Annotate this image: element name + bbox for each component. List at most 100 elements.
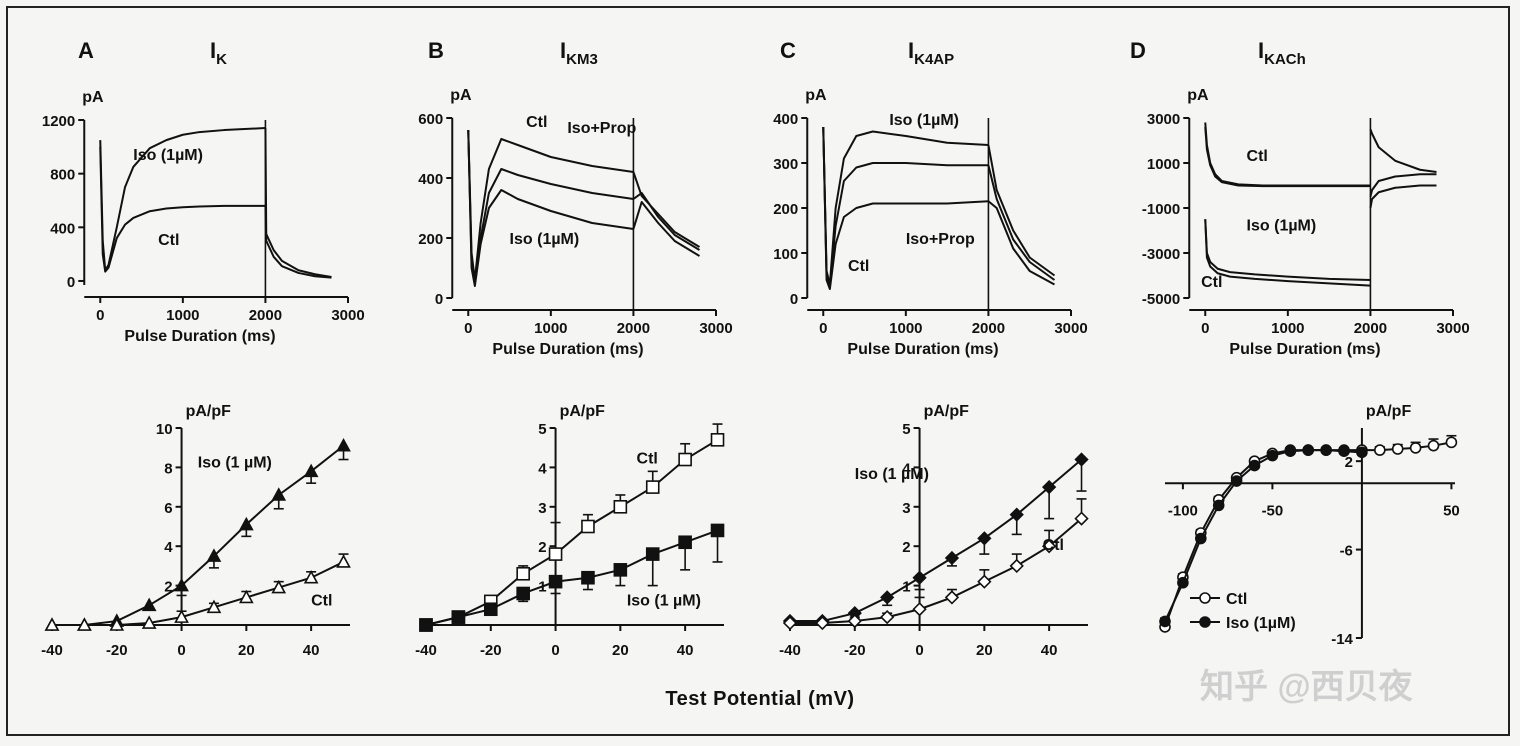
chart-C-bottom: pA/pF 1 2 3 4 5 -40 -20 0 20 40 Iso (1 µM) Ctl [779,403,1089,659]
x-tick-label: -40 [415,642,437,659]
data-point [303,570,319,584]
trace-line [987,200,1055,286]
data-point [1266,449,1279,462]
data-point [782,615,798,631]
data-point [880,590,895,605]
trace-line [822,126,989,288]
data-point [336,438,351,452]
annotation-label: Ctl [158,232,179,249]
data-point [1041,539,1057,554]
trace-line [99,146,266,273]
trace-line [632,171,701,248]
chart-title-main: I [210,38,216,63]
y-tick-label: 1000 [1147,156,1180,173]
annotation-label: Ctl [1043,537,1064,554]
series-line [1164,449,1362,622]
trace-line [1204,126,1371,188]
y-tick-label: 5 [902,421,910,438]
x-tick-label: 0 [915,642,923,659]
data-point [880,609,895,625]
y-tick-label: 3000 [1147,111,1180,128]
data-point [516,586,530,601]
series-line [790,517,1083,625]
data-point [44,617,60,631]
y-axis-label: pA [82,89,104,106]
x-tick-label: 50 [1443,502,1460,519]
x-tick-label: 1000 [166,307,199,324]
trace-line [632,201,701,257]
annotation-label: Iso (1 µM) [198,454,272,471]
y-axis-label: pA/pF [186,403,232,420]
x-tick-label: 2000 [972,320,1005,337]
data-point [1074,511,1089,526]
trace-line [1204,219,1371,287]
data-point [1302,444,1315,456]
data-point [1284,445,1297,458]
y-tick-label: 800 [50,167,75,184]
trace-line [264,205,332,279]
y-axis-label: pA [805,87,827,104]
trace-line [467,129,634,284]
y-tick-label: 200 [773,201,798,218]
chart-title-main: I [908,38,914,63]
series-line [52,444,345,626]
trace-line [264,128,332,278]
trace-line [987,144,1056,277]
data-point [336,554,351,568]
x-tick-label: -20 [480,642,502,659]
data-point [912,570,927,585]
data-point [1356,446,1368,459]
y-tick-label: 0 [67,274,75,291]
x-tick-label: 0 [177,642,185,659]
y-tick-label: 0 [435,291,443,308]
data-point [483,602,498,617]
data-point [581,570,595,585]
y-axis-label: pA/pF [560,403,606,420]
chart-title-main: I [1258,38,1264,63]
annotation-label: Iso (1µM) [1247,218,1317,235]
data-point [1230,475,1243,487]
data-point [1159,615,1171,628]
y-tick-label: 2 [164,579,172,596]
data-point [239,589,254,604]
x-tick-label: 1000 [1271,320,1304,337]
data-point [303,463,319,478]
data-point [1009,558,1024,574]
data-point [548,547,563,561]
legend-marker [1199,592,1211,604]
annotation-label: Iso+Prop [906,231,975,248]
x-tick-label: 1000 [534,320,567,337]
trace-line [467,129,634,281]
x-tick-label: 20 [976,642,993,659]
y-axis-label: pA/pF [924,403,970,420]
x-tick-label: 20 [238,642,255,659]
data-point [516,566,530,581]
annotation-label: Iso (1µM) [889,112,959,129]
chart-title-main: I [560,38,566,63]
data-point [174,577,189,592]
data-point [1177,576,1189,589]
data-point [678,535,692,550]
annotation-label: Ctl [1247,148,1268,165]
x-tick-label: 20 [612,642,629,659]
x-tick-label: -50 [1262,502,1284,519]
x-tick-label: 0 [551,642,559,659]
data-point [1009,507,1024,522]
panel-letter: A [78,38,94,63]
data-point [1427,439,1440,452]
data-point [109,617,125,631]
y-axis-label: pA/pF [1366,403,1412,420]
y-tick-label: 200 [418,231,443,248]
trace-line [1369,173,1437,197]
x-tick-label: 0 [96,307,104,324]
annotation-label: Ctl [848,258,869,275]
x-tick-label: -40 [779,642,801,659]
y-tick-label: -6 [1340,543,1353,560]
chart-A-bottom: pA/pF 2 4 6 8 10 -40 -20 0 20 40 Iso (1 µM) Ctl [41,403,351,659]
data-point [710,523,725,538]
trace-line [987,165,1056,281]
y-tick-label: 2 [538,539,546,556]
trace-line [1204,122,1371,187]
